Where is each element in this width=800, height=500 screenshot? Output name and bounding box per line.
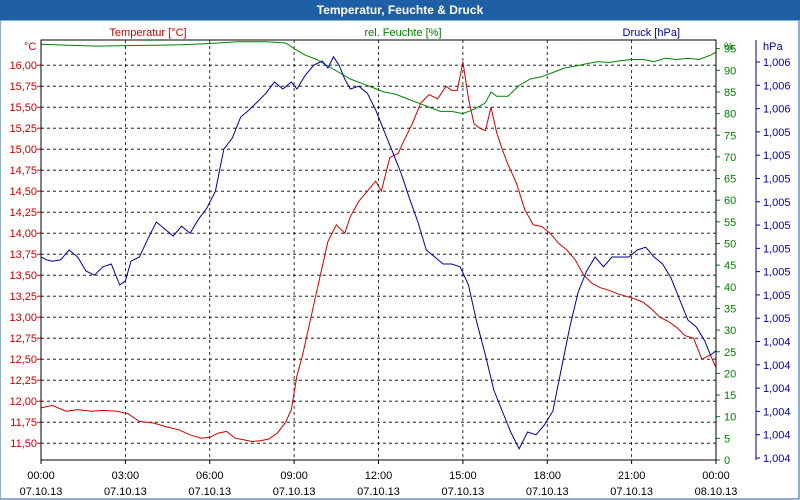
pressure-tick-label: 1,005 — [763, 173, 791, 185]
pressure-tick-label: 1,005 — [763, 150, 791, 162]
pressure-tick-label: 1,004 — [763, 360, 791, 372]
temperature-series-line — [40, 61, 717, 443]
chart-border — [0, 20, 800, 500]
temperature-tick-label: 12,25 — [9, 375, 37, 387]
temperature-tick-label: 15,75 — [9, 81, 37, 93]
humidity-tick-label: 95 — [724, 44, 736, 56]
temperature-tick-label: 15,00 — [9, 144, 37, 156]
pressure-axis-label: Druck [hPa] — [623, 27, 680, 39]
humidity-tick-label: 55 — [724, 217, 736, 229]
time-tick-label: 12:00 — [365, 470, 393, 482]
humidity-tick-label: 40 — [724, 282, 736, 294]
pressure-tick-label: 1,004 — [763, 430, 791, 442]
pressure-tick-label: 1,004 — [763, 406, 791, 418]
date-tick-label: 07.10.13 — [20, 486, 63, 498]
pressure-tick-label: 1,005 — [763, 243, 791, 255]
date-tick-label: 07.10.13 — [273, 486, 316, 498]
humidity-tick-label: 80 — [724, 109, 736, 121]
temperature-tick-label: 12,50 — [9, 354, 37, 366]
pressure-tick-label: 1,005 — [763, 267, 791, 279]
humidity-tick-label: 70 — [724, 152, 736, 164]
humidity-tick-label: 0 — [724, 455, 730, 467]
temperature-tick-label: 12,00 — [9, 396, 37, 408]
pressure-tick-label: 1,006 — [763, 57, 791, 69]
pressure-tick-label: 1,006 — [763, 104, 791, 116]
humidity-tick-label: 65 — [724, 174, 736, 186]
pressure-tick-label: 1,005 — [763, 313, 791, 325]
time-tick-label: 21:00 — [618, 470, 646, 482]
chart-canvas: 16,00 15,75 15,50 15,25 15,00 14,75 14,50 14,25… — [0, 20, 800, 500]
temperature-tick-label: 13,25 — [9, 291, 37, 303]
humidity-tick-label: 25 — [724, 347, 736, 359]
humidity-tick-label: 20 — [724, 368, 736, 380]
date-tick-label: 07.10.13 — [441, 486, 484, 498]
humidity-axis-label: rel. Feuchte [%] — [364, 27, 441, 39]
pressure-axis: 1,006 1,006 1,006 1,005 1,005 1,005 1,005 1,005… — [756, 57, 791, 465]
pressure-series-line — [40, 55, 717, 450]
temperature-tick-label: 13,00 — [9, 312, 37, 324]
date-tick-label: 08.10.13 — [695, 486, 738, 498]
time-tick-label: 15:00 — [449, 470, 477, 482]
date-tick-label: 07.10.13 — [104, 486, 147, 498]
pressure-unit-label: hPa — [763, 41, 783, 53]
pressure-tick-label: 1,004 — [763, 383, 791, 395]
time-tick-label: 09:00 — [280, 470, 308, 482]
time-tick-label: 06:00 — [196, 470, 224, 482]
temperature-tick-label: 12,75 — [9, 333, 37, 345]
pressure-tick-label: 1,005 — [763, 127, 791, 139]
pressure-tick-label: 1,005 — [763, 197, 791, 209]
pressure-tick-label: 1,004 — [763, 453, 791, 465]
humidity-tick-label: 50 — [724, 239, 736, 251]
temperature-axis-label: Temperatur [°C] — [109, 27, 186, 39]
time-tick-label: 00:00 — [27, 470, 55, 482]
humidity-unit-label: % — [724, 41, 734, 53]
date-tick-label: 07.10.13 — [610, 486, 653, 498]
humidity-tick-label: 85 — [724, 87, 736, 99]
humidity-tick-label: 35 — [724, 303, 736, 315]
date-tick-label: 07.10.13 — [357, 486, 400, 498]
humidity-tick-label: 75 — [724, 130, 736, 142]
time-axis: 00:00 07.10.13 03:00 07.10.13 06:00 07.10.13 0… — [20, 460, 738, 498]
time-tick-label: 00:00 — [702, 470, 730, 482]
temperature-tick-label: 11,75 — [10, 417, 37, 429]
temperature-tick-label: 14,25 — [9, 207, 37, 219]
humidity-series-line — [40, 41, 717, 115]
date-tick-label: 07.10.13 — [526, 486, 569, 498]
humidity-tick-label: 5 — [724, 433, 730, 445]
plot-frame — [40, 39, 717, 461]
temperature-tick-label: 13,50 — [9, 270, 37, 282]
temperature-tick-label: 14,75 — [9, 165, 37, 177]
grid — [41, 40, 716, 460]
temperature-tick-label: 15,25 — [9, 123, 37, 135]
humidity-tick-label: 90 — [724, 65, 736, 77]
pressure-tick-label: 1,005 — [763, 290, 791, 302]
humidity-tick-label: 30 — [724, 325, 736, 337]
pressure-tick-label: 1,006 — [763, 80, 791, 92]
pressure-tick-label: 1,005 — [763, 220, 791, 232]
temperature-unit-label: °C — [24, 41, 36, 53]
temperature-tick-label: 14,00 — [9, 228, 37, 240]
temperature-axis: 16,00 15,75 15,50 15,25 15,00 14,75 14,50 14,25… — [9, 60, 41, 450]
temperature-tick-label: 13,75 — [9, 249, 37, 261]
humidity-tick-label: 45 — [724, 260, 736, 272]
time-tick-label: 18:00 — [533, 470, 561, 482]
humidity-tick-label: 15 — [724, 390, 736, 402]
temperature-tick-label: 16,00 — [9, 60, 37, 72]
temperature-tick-label: 11,50 — [10, 438, 37, 450]
pressure-tick-label: 1,004 — [763, 337, 791, 349]
chart-title-bar: Temperatur, Feuchte & Druck — [0, 0, 800, 20]
date-tick-label: 07.10.13 — [188, 486, 231, 498]
series-lines — [40, 41, 717, 450]
humidity-tick-label: 10 — [724, 412, 736, 424]
temperature-tick-label: 15,50 — [9, 102, 37, 114]
time-tick-label: 03:00 — [112, 470, 140, 482]
humidity-tick-label: 60 — [724, 195, 736, 207]
temperature-tick-label: 14,50 — [9, 186, 37, 198]
